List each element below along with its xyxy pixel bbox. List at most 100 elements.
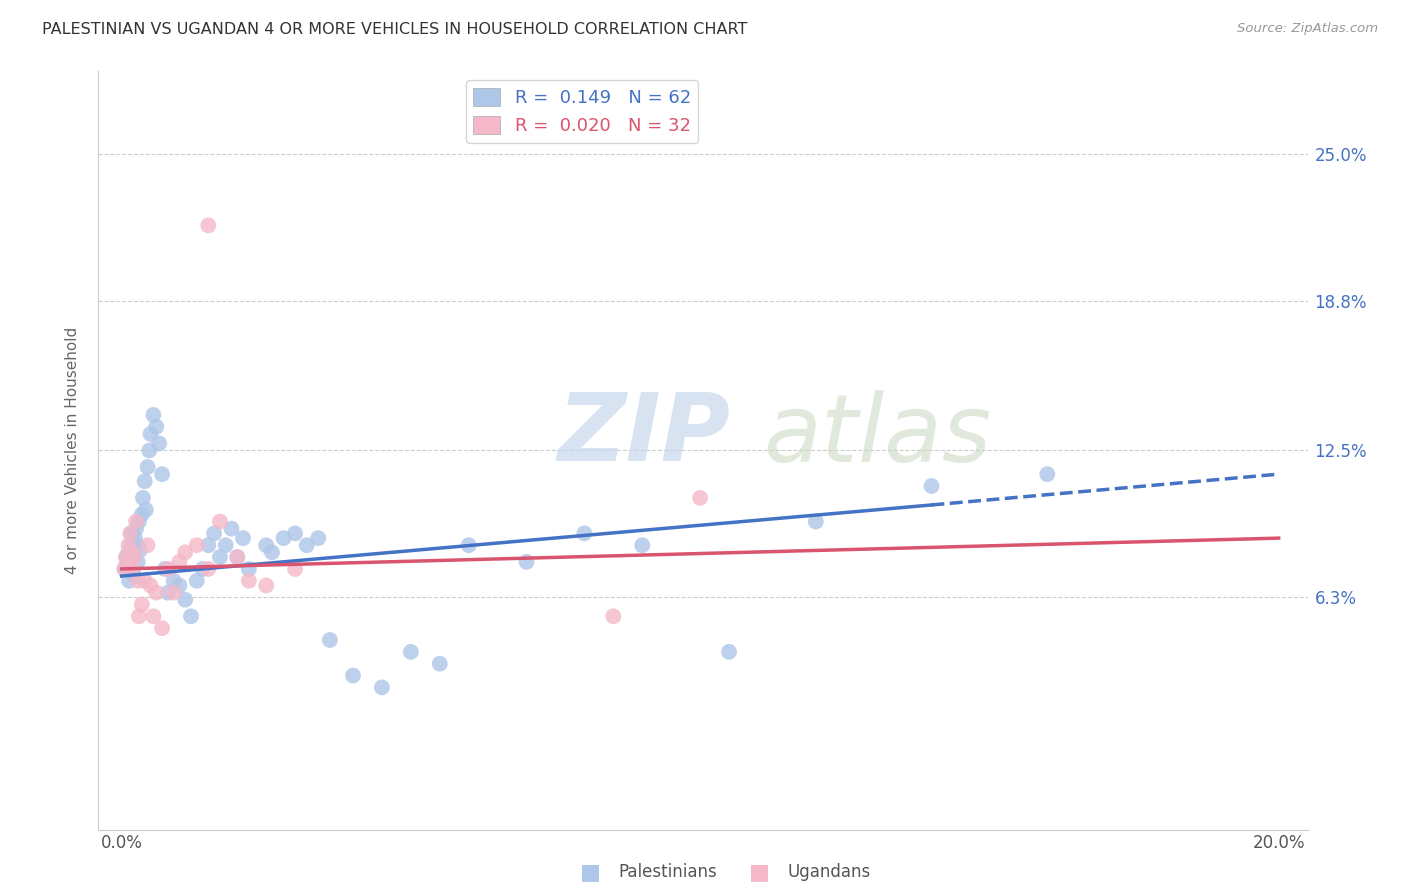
Point — [124, 531, 146, 545]
Point — [148, 436, 170, 450]
Point — [319, 633, 342, 648]
Point — [136, 460, 159, 475]
Text: atlas: atlas — [763, 390, 991, 481]
Point — [121, 545, 143, 559]
Point — [197, 538, 219, 552]
Point — [125, 515, 148, 529]
Point — [142, 609, 165, 624]
Text: Ugandans: Ugandans — [787, 863, 870, 881]
Point — [128, 515, 150, 529]
Point — [174, 545, 197, 559]
Point — [718, 645, 741, 659]
Text: Palestinians: Palestinians — [619, 863, 717, 881]
Point — [689, 491, 711, 505]
Point — [115, 550, 138, 565]
Point — [429, 657, 451, 671]
Point — [120, 526, 142, 541]
Point — [114, 562, 136, 576]
Point — [139, 578, 162, 592]
Point — [145, 419, 167, 434]
Point — [186, 574, 208, 588]
Point — [117, 555, 139, 569]
Point — [127, 574, 149, 588]
Point — [254, 538, 277, 552]
Legend: R =  0.149   N = 62, R =  0.020   N = 32: R = 0.149 N = 62, R = 0.020 N = 32 — [465, 80, 699, 143]
Point — [127, 538, 149, 552]
Point — [921, 479, 943, 493]
Point — [515, 555, 537, 569]
Point — [197, 562, 219, 576]
Point — [139, 426, 162, 441]
Text: ■: ■ — [749, 863, 769, 882]
Point — [128, 609, 150, 624]
Point — [284, 562, 307, 576]
Point — [131, 508, 153, 522]
Point — [129, 543, 152, 558]
Point — [121, 526, 143, 541]
Point — [120, 562, 142, 576]
Point — [131, 598, 153, 612]
Point — [153, 562, 176, 576]
Point — [114, 562, 136, 576]
Text: Source: ZipAtlas.com: Source: ZipAtlas.com — [1237, 22, 1378, 36]
Point — [232, 531, 254, 545]
Y-axis label: 4 or more Vehicles in Household: 4 or more Vehicles in Household — [65, 326, 80, 574]
Point — [138, 443, 160, 458]
Point — [125, 522, 148, 536]
Point — [307, 531, 329, 545]
Point — [127, 555, 149, 569]
Point — [136, 538, 159, 552]
Text: PALESTINIAN VS UGANDAN 4 OR MORE VEHICLES IN HOUSEHOLD CORRELATION CHART: PALESTINIAN VS UGANDAN 4 OR MORE VEHICLE… — [42, 22, 748, 37]
Point — [142, 408, 165, 422]
Text: ■: ■ — [581, 863, 600, 882]
Point — [238, 574, 260, 588]
Point — [156, 562, 179, 576]
Point — [135, 502, 157, 516]
Point — [574, 526, 596, 541]
Point — [124, 569, 146, 583]
Point — [215, 538, 238, 552]
Point — [221, 522, 243, 536]
Point — [202, 526, 225, 541]
Point — [186, 538, 208, 552]
Point — [226, 550, 249, 565]
Point — [260, 545, 283, 559]
Point — [115, 550, 138, 565]
Point — [134, 475, 156, 489]
Point — [145, 585, 167, 599]
Point — [180, 609, 202, 624]
Point — [602, 609, 624, 624]
Point — [631, 538, 654, 552]
Point — [156, 585, 179, 599]
Point — [162, 574, 184, 588]
Point — [208, 515, 231, 529]
Point — [162, 585, 184, 599]
Point — [284, 526, 307, 541]
Point — [273, 531, 295, 545]
Point — [117, 545, 139, 559]
Point — [399, 645, 422, 659]
Point — [174, 592, 197, 607]
Point — [295, 538, 318, 552]
Point — [238, 562, 260, 576]
Point — [117, 555, 139, 569]
Point — [254, 578, 277, 592]
Point — [118, 574, 141, 588]
Point — [1036, 467, 1059, 482]
Point — [169, 555, 191, 569]
Point — [122, 550, 145, 565]
Point — [804, 515, 827, 529]
Point — [117, 538, 139, 552]
Point — [457, 538, 479, 552]
Point — [342, 668, 364, 682]
Point — [150, 621, 173, 635]
Point — [134, 574, 156, 588]
Point — [371, 681, 394, 695]
Text: ZIP: ZIP — [558, 389, 731, 482]
Point — [191, 562, 214, 576]
Point — [120, 538, 142, 552]
Point — [132, 491, 155, 505]
Point — [150, 467, 173, 482]
Point — [122, 562, 145, 576]
Point — [197, 219, 219, 233]
